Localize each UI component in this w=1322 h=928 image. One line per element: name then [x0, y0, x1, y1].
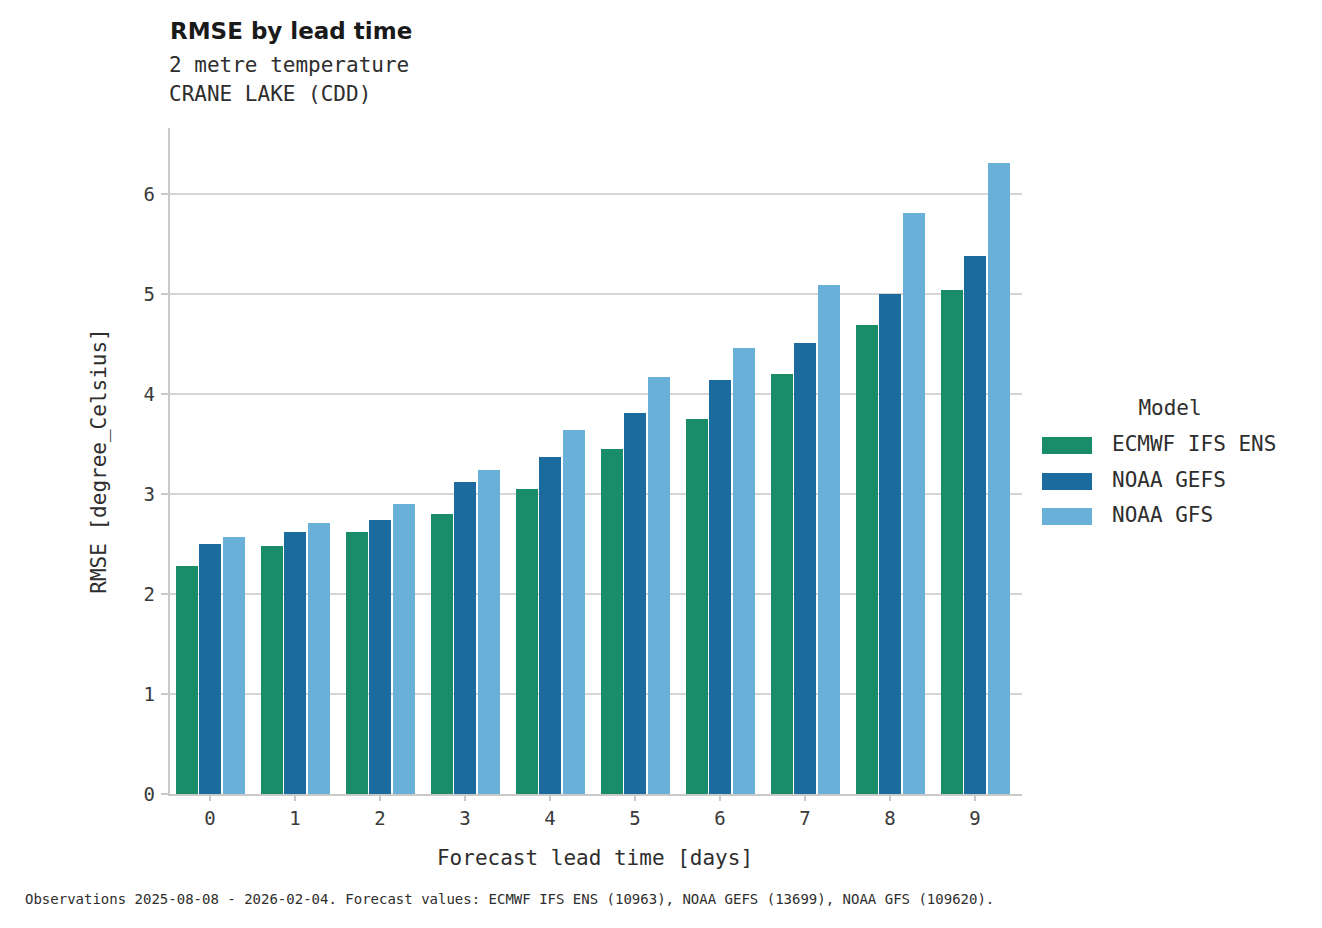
- legend-swatch-noaa-gfs: [1042, 508, 1092, 525]
- y-tick-0: [161, 793, 168, 795]
- bar-noaa-gefs-lead-9: [964, 256, 986, 794]
- y-tick-2: [161, 593, 168, 595]
- legend-label-noaa-gefs: NOAA GEFS: [1112, 468, 1226, 492]
- bar-noaa-gefs-lead-4: [539, 457, 561, 794]
- y-tick-1: [161, 693, 168, 695]
- bar-ecmwf-ifs-ens-lead-9: [941, 290, 963, 794]
- gridline-y-6: [168, 193, 1022, 195]
- y-axis-label: RMSE [degree_Celsius]: [87, 328, 111, 594]
- bar-noaa-gfs-lead-9: [988, 163, 1010, 794]
- bar-ecmwf-ifs-ens-lead-0: [176, 566, 198, 794]
- y-tick-6: [161, 193, 168, 195]
- bar-ecmwf-ifs-ens-lead-3: [431, 514, 453, 794]
- bar-ecmwf-ifs-ens-lead-7: [771, 374, 793, 794]
- bar-noaa-gfs-lead-7: [818, 285, 840, 794]
- x-tick-label-9: 9: [953, 806, 997, 830]
- x-tick-label-3: 3: [443, 806, 487, 830]
- bar-noaa-gefs-lead-3: [454, 482, 476, 794]
- legend-title: Model: [1040, 396, 1300, 420]
- bar-noaa-gfs-lead-8: [903, 213, 925, 794]
- bar-noaa-gefs-lead-0: [199, 544, 221, 794]
- bar-noaa-gfs-lead-6: [733, 348, 755, 794]
- x-tick-label-0: 0: [188, 806, 232, 830]
- bar-noaa-gfs-lead-1: [308, 523, 330, 794]
- bar-ecmwf-ifs-ens-lead-5: [601, 449, 623, 794]
- legend-swatch-noaa-gefs: [1042, 473, 1092, 490]
- bar-ecmwf-ifs-ens-lead-1: [261, 546, 283, 794]
- legend-label-ecmwf-ifs-ens: ECMWF IFS ENS: [1112, 432, 1276, 456]
- bar-noaa-gfs-lead-5: [648, 377, 670, 794]
- x-tick-label-2: 2: [358, 806, 402, 830]
- bar-noaa-gfs-lead-0: [223, 537, 245, 794]
- y-tick-label-2: 2: [109, 582, 155, 606]
- y-tick-label-5: 5: [109, 282, 155, 306]
- x-tick-label-7: 7: [783, 806, 827, 830]
- x-tick-label-8: 8: [868, 806, 912, 830]
- x-axis-spine: [168, 794, 1022, 796]
- x-tick-label-6: 6: [698, 806, 742, 830]
- y-tick-label-3: 3: [109, 482, 155, 506]
- bar-ecmwf-ifs-ens-lead-2: [346, 532, 368, 794]
- x-tick-label-5: 5: [613, 806, 657, 830]
- bar-ecmwf-ifs-ens-lead-4: [516, 489, 538, 794]
- y-tick-5: [161, 293, 168, 295]
- x-tick-label-4: 4: [528, 806, 572, 830]
- bar-noaa-gefs-lead-8: [879, 294, 901, 794]
- y-tick-label-1: 1: [109, 682, 155, 706]
- bar-noaa-gefs-lead-6: [709, 380, 731, 794]
- bar-noaa-gefs-lead-2: [369, 520, 391, 794]
- x-tick-label-1: 1: [273, 806, 317, 830]
- y-tick-label-0: 0: [109, 782, 155, 806]
- chart-figure: RMSE by lead time 2 metre temperature CR…: [0, 0, 1322, 928]
- y-tick-label-4: 4: [109, 382, 155, 406]
- bar-ecmwf-ifs-ens-lead-6: [686, 419, 708, 794]
- y-tick-3: [161, 493, 168, 495]
- bar-noaa-gefs-lead-5: [624, 413, 646, 794]
- x-axis-label: Forecast lead time [days]: [437, 846, 753, 870]
- legend: Model ECMWF IFS ENS NOAA GEFS NOAA GFS: [1040, 396, 1322, 536]
- bar-noaa-gfs-lead-4: [563, 430, 585, 794]
- bar-noaa-gfs-lead-3: [478, 470, 500, 794]
- y-tick-4: [161, 393, 168, 395]
- legend-swatch-ecmwf-ifs-ens: [1042, 437, 1092, 454]
- bar-noaa-gfs-lead-2: [393, 504, 415, 794]
- legend-label-noaa-gfs: NOAA GFS: [1112, 503, 1213, 527]
- footer-note: Observations 2025-08-08 - 2026-02-04. Fo…: [25, 891, 994, 907]
- bar-ecmwf-ifs-ens-lead-8: [856, 325, 878, 794]
- y-tick-label-6: 6: [109, 182, 155, 206]
- y-axis-spine: [168, 128, 170, 796]
- bar-noaa-gefs-lead-7: [794, 343, 816, 794]
- bar-noaa-gefs-lead-1: [284, 532, 306, 794]
